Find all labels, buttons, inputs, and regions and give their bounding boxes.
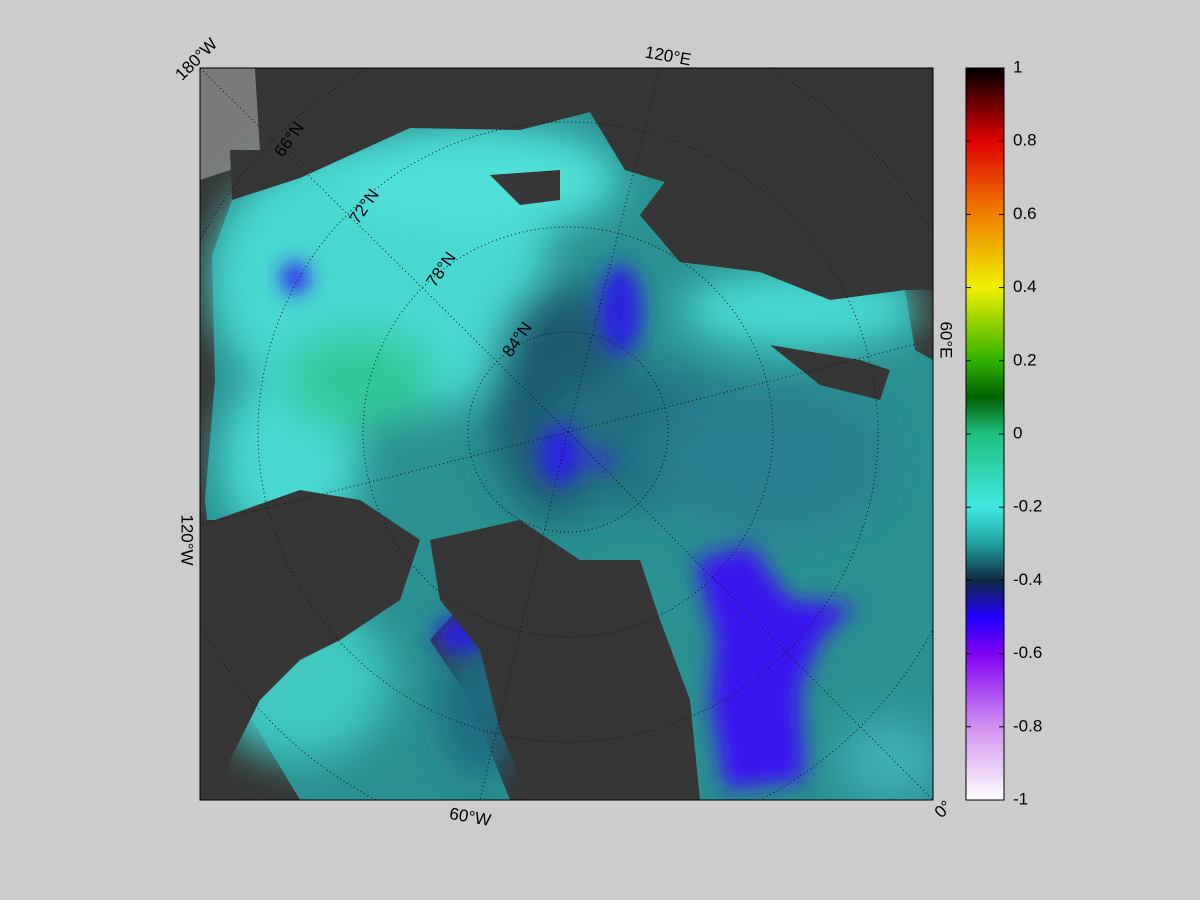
colorbar-tick-label: -0.4: [1013, 570, 1042, 589]
colorbar-tick-label: 0: [1013, 423, 1022, 442]
siberia-islands: [490, 170, 560, 205]
colorbar-tick-label: -0.2: [1013, 497, 1042, 516]
graticule: [200, 68, 933, 800]
colorbar: [965, 67, 1005, 801]
colorbar-tick-label: 0.4: [1013, 277, 1037, 296]
svalbard: [770, 345, 890, 400]
map-area: 66°N 72°N 78°N 84°N: [200, 68, 933, 800]
longitude-label: 60°W: [448, 804, 492, 830]
land-top: [230, 68, 933, 300]
colorbar-tick-label: -0.6: [1013, 643, 1042, 662]
map-frame: [199, 67, 934, 801]
greenland: [430, 520, 700, 800]
longitude-label: 120°E: [644, 43, 693, 70]
archipelago: [200, 490, 420, 800]
colorbar-tick-label: -1: [1013, 789, 1028, 808]
colorbar-tick-label: -0.8: [1013, 716, 1042, 735]
colorbar-tick-label: 0.6: [1013, 204, 1037, 223]
colorbar-tick-label: 0.2: [1013, 350, 1037, 369]
longitude-label: 60°E: [937, 321, 956, 358]
blue-anomalies: [281, 262, 855, 790]
colorbar-tick-label: 0.8: [1013, 131, 1037, 150]
ocean-shading: [210, 125, 933, 800]
longitude-label: 120°W: [178, 514, 197, 565]
longitude-label: 0°: [931, 797, 956, 822]
colorbar-tick-label: 1: [1013, 57, 1022, 76]
